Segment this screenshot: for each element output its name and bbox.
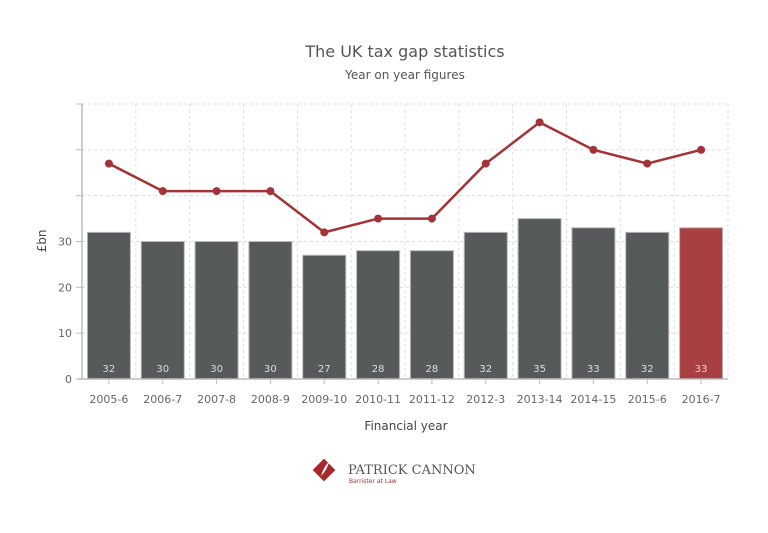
bar — [194, 241, 239, 380]
x-tick-label: 2015-6 — [628, 393, 667, 406]
line-path — [108, 120, 702, 234]
bar-data-label: 27 — [318, 364, 331, 375]
bars: 32 30 30 30 27 28 28 32 35 33 32 33 — [86, 218, 724, 380]
gridlines — [82, 103, 729, 379]
x-axis-label: Financial year — [364, 419, 447, 433]
line-point — [643, 159, 652, 168]
x-tick-label: 2016-7 — [682, 393, 721, 406]
line-point — [481, 159, 490, 168]
line-point — [697, 145, 706, 154]
x-tick-label: 2005-6 — [89, 393, 128, 406]
bar — [248, 241, 293, 380]
x-tick-label: 2009-10 — [301, 393, 347, 406]
line-series — [104, 118, 706, 237]
x-tick-label: 2012-3 — [466, 393, 505, 406]
bar-data-label: 35 — [533, 364, 546, 375]
axes: 0 10 20 30 2005-6 2006-7 2007-8 2008-9 2009-10 20… — [58, 103, 728, 406]
x-tick-label: 2008-9 — [251, 393, 290, 406]
x-tick-label: 2006-7 — [143, 393, 182, 406]
y-tick-label: 0 — [65, 373, 72, 386]
quill-icon — [321, 462, 329, 476]
bar-data-label: 30 — [210, 364, 223, 375]
y-tick-label: 10 — [58, 327, 72, 340]
bar-data-label: 32 — [641, 364, 654, 375]
bar-data-label: 33 — [695, 364, 708, 375]
bar-data-label: 28 — [372, 364, 385, 375]
bar — [356, 250, 401, 380]
chart-title: The UK tax gap statistics — [304, 42, 504, 61]
bar — [409, 250, 454, 380]
y-axis-label: £bn — [35, 230, 49, 253]
bar-data-label: 30 — [156, 364, 169, 375]
line-point — [320, 228, 329, 237]
bar-data-label: 32 — [103, 364, 116, 375]
logo: PATRICK CANNON Barrister at Law — [312, 458, 476, 485]
bar-data-label: 28 — [426, 364, 439, 375]
bar-data-label: 32 — [479, 364, 492, 375]
line-point — [266, 187, 275, 196]
x-tick-label: 2010-11 — [355, 393, 401, 406]
x-tick-label: 2014-15 — [570, 393, 616, 406]
bar-data-label: 30 — [264, 364, 277, 375]
logo-tagline: Barrister at Law — [349, 478, 397, 485]
bar — [86, 231, 131, 380]
bar — [140, 241, 185, 380]
line-point — [535, 118, 544, 127]
line-point — [104, 159, 113, 168]
bar — [679, 227, 724, 380]
chart-subtitle: Year on year figures — [344, 68, 465, 82]
logo-name: PATRICK CANNON — [348, 463, 476, 478]
line-point — [158, 187, 167, 196]
y-tick-label: 30 — [58, 236, 72, 249]
bar — [571, 227, 616, 380]
bar — [302, 254, 347, 380]
bar — [517, 218, 562, 380]
line-point — [589, 145, 598, 154]
x-tick-label: 2011-12 — [409, 393, 455, 406]
bar-data-label: 33 — [587, 364, 600, 375]
y-tick-label: 20 — [58, 281, 72, 294]
x-tick-label: 2007-8 — [197, 393, 236, 406]
x-tick-label: 2013-14 — [517, 393, 563, 406]
line-point — [212, 187, 221, 196]
bar — [625, 231, 670, 380]
line-point — [374, 214, 383, 223]
line-point — [427, 214, 436, 223]
bar — [463, 231, 508, 380]
